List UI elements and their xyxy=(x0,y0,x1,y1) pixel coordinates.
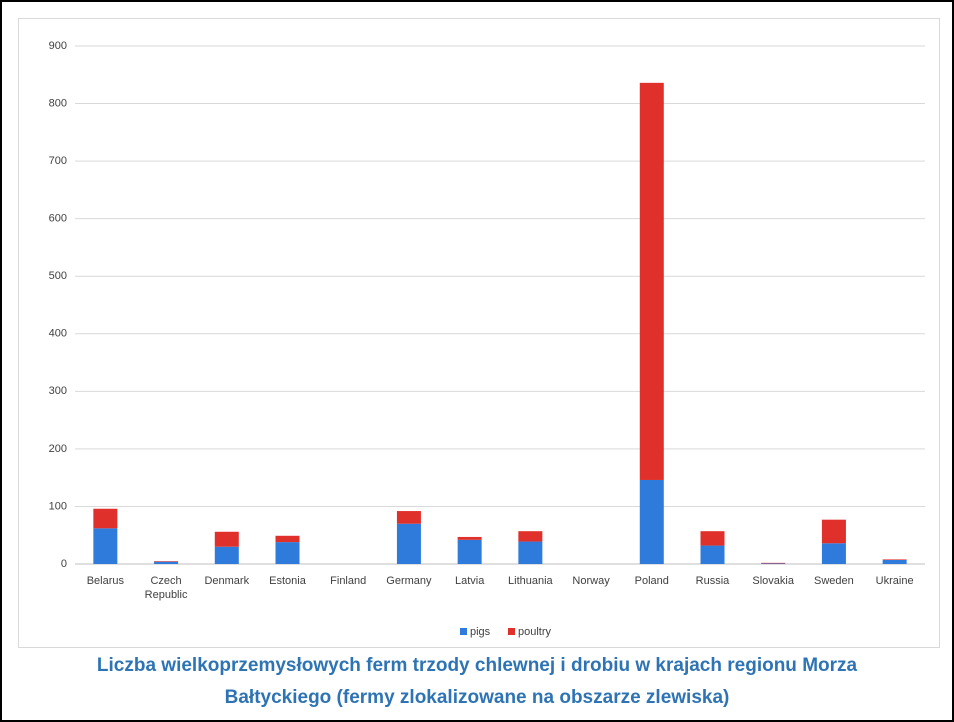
bar-segment xyxy=(214,546,239,564)
bar-segment xyxy=(457,536,482,540)
x-tick-label: Estonia xyxy=(269,575,306,587)
bar-segment xyxy=(396,511,421,524)
x-tick-label: Poland xyxy=(634,575,669,587)
bar-segment xyxy=(821,519,846,544)
y-tick-label: 600 xyxy=(49,213,67,225)
x-tick-label: Czech Republic xyxy=(144,575,188,601)
y-tick-label: 300 xyxy=(49,385,67,397)
bar-segment xyxy=(518,541,543,564)
x-tick-label: Germany xyxy=(386,575,432,587)
x-tick-label: Norway xyxy=(572,575,610,587)
x-tick-label: Denmark xyxy=(204,575,250,587)
y-tick-label: 500 xyxy=(49,270,67,282)
bar-segment xyxy=(93,508,118,529)
bar-segment xyxy=(761,562,786,564)
y-tick-label: 0 xyxy=(61,558,67,570)
bar-segment xyxy=(882,559,907,560)
y-tick-label: 700 xyxy=(49,155,67,167)
x-tick-label: Slovakia xyxy=(752,575,794,587)
y-tick-label: 400 xyxy=(49,328,67,340)
x-tick-label: Belarus xyxy=(86,575,124,587)
x-tick-label: Finland xyxy=(330,575,367,587)
legend-swatch xyxy=(508,628,515,635)
x-tick-label: Ukraine xyxy=(875,575,914,587)
legend-label: poultry xyxy=(518,626,552,638)
x-tick-label: Sweden xyxy=(814,575,854,587)
bar-segment xyxy=(700,531,725,546)
bar-segment xyxy=(457,539,482,564)
legend-label: pigs xyxy=(470,626,491,638)
chart-area xyxy=(18,18,940,648)
x-tick-label: Lithuania xyxy=(508,575,553,587)
y-tick-label: 800 xyxy=(49,97,67,109)
bar-segment xyxy=(639,82,664,480)
y-tick-label: 100 xyxy=(49,500,67,512)
bar-segment xyxy=(275,542,300,564)
bar-segment xyxy=(700,545,725,564)
chart: 0 100 200 300 400 500 600 700 800 900 pigs poultry xyxy=(49,40,925,638)
y-tick-label: 900 xyxy=(49,40,67,52)
legend-swatch xyxy=(460,628,467,635)
bar-segment xyxy=(396,523,421,564)
y-tick-label: 200 xyxy=(49,443,67,455)
x-tick-label: Latvia xyxy=(454,575,485,587)
bar-segment xyxy=(882,559,907,564)
bar-segment xyxy=(93,528,118,564)
chart-title: Liczba wielkoprzemysłowych ferm trzody c… xyxy=(96,655,858,708)
bar-segment xyxy=(275,535,300,543)
bar-segment xyxy=(821,543,846,564)
bar-segment xyxy=(518,531,543,542)
bar-segment xyxy=(639,479,664,564)
bar-segment xyxy=(214,531,239,547)
bar-segment xyxy=(761,563,786,564)
bar-segment xyxy=(154,561,179,562)
bar-segment xyxy=(154,561,179,564)
x-tick-label: Russia xyxy=(695,575,730,587)
